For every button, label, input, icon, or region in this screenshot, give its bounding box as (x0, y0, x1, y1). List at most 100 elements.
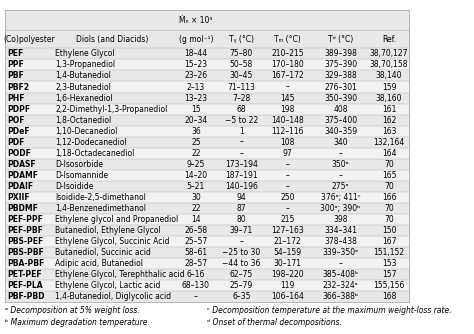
Bar (5, 291, 409, 302)
Text: 18–44: 18–44 (184, 49, 208, 58)
Bar (5, 30, 409, 48)
Text: –: – (286, 182, 290, 191)
Text: 70: 70 (384, 215, 394, 224)
Text: PPF: PPF (8, 60, 24, 69)
Text: Ethylene Glycol, Succinic Acid: Ethylene Glycol, Succinic Acid (55, 237, 170, 246)
Text: 153: 153 (382, 259, 396, 268)
Bar (5, 137, 409, 148)
Text: PXIIF: PXIIF (8, 193, 30, 202)
Text: −5 to 22: −5 to 22 (225, 116, 258, 125)
Text: 1,3-Propanediol: 1,3-Propanediol (55, 60, 115, 69)
Text: 75–80: 75–80 (230, 49, 253, 58)
Text: –: – (286, 82, 290, 92)
Text: Tₘ (°C): Tₘ (°C) (274, 35, 301, 44)
Text: 340–359: 340–359 (324, 127, 357, 136)
Text: 151,152: 151,152 (374, 248, 405, 257)
Text: PDAMF: PDAMF (8, 171, 38, 180)
Text: Ethylene Glycol, Lactic acid: Ethylene Glycol, Lactic acid (55, 281, 161, 290)
Text: Diols (and Diacids): Diols (and Diacids) (76, 35, 148, 44)
Text: Tᵧ (°C): Tᵧ (°C) (229, 35, 254, 44)
Text: 112–116: 112–116 (271, 127, 304, 136)
Text: Ethylene glycol and Propanediol: Ethylene glycol and Propanediol (55, 215, 179, 224)
Text: –: – (338, 149, 343, 158)
Text: (g mol⁻¹): (g mol⁻¹) (179, 35, 213, 44)
Text: 70: 70 (384, 204, 394, 213)
Text: 132,164: 132,164 (374, 138, 405, 147)
Text: –: – (286, 204, 290, 213)
Bar (5, 214, 409, 225)
Text: 30–45: 30–45 (230, 71, 253, 80)
Text: 1,8-Octanediol: 1,8-Octanediol (55, 116, 111, 125)
Text: PET-PEF: PET-PEF (8, 270, 42, 279)
Text: 1,12-Dodecanediol: 1,12-Dodecanediol (55, 138, 127, 147)
Text: 168: 168 (382, 292, 396, 301)
Text: 167–172: 167–172 (271, 71, 304, 80)
Text: 28–57: 28–57 (184, 259, 208, 268)
Text: 329–388: 329–388 (324, 71, 357, 80)
Text: PODF: PODF (8, 149, 31, 158)
Text: PEF-PLA: PEF-PLA (8, 281, 43, 290)
Text: 25–79: 25–79 (230, 281, 253, 290)
Text: PDASF: PDASF (8, 160, 36, 169)
Text: 140–148: 140–148 (271, 116, 304, 125)
Text: –: – (194, 292, 198, 301)
Text: ᶜ Decomposition temperature at the maximum weight-loss rate.: ᶜ Decomposition temperature at the maxim… (207, 306, 452, 315)
Text: 157: 157 (382, 270, 396, 279)
Text: 68–130: 68–130 (182, 281, 210, 290)
Text: 408: 408 (333, 105, 348, 114)
Text: 6–16: 6–16 (187, 270, 205, 279)
Text: 334–341: 334–341 (324, 226, 357, 235)
Text: 30: 30 (191, 193, 201, 202)
Bar (5, 93, 409, 104)
Text: 162: 162 (382, 116, 396, 125)
Text: Butanediol, Ethylene Glycol: Butanediol, Ethylene Glycol (55, 226, 161, 235)
Text: 173–194: 173–194 (225, 160, 258, 169)
Text: 167: 167 (382, 237, 396, 246)
Text: D-Isoidide: D-Isoidide (55, 182, 93, 191)
Text: 127–163: 127–163 (271, 226, 304, 235)
Text: 2,3-Butanediol: 2,3-Butanediol (55, 82, 111, 92)
Text: 80: 80 (237, 215, 246, 224)
Text: –: – (286, 160, 290, 169)
Text: ᵈ Onset of thermal decompositions.: ᵈ Onset of thermal decompositions. (207, 318, 342, 327)
Text: 232–324ᵃ: 232–324ᵃ (323, 281, 358, 290)
Text: 7–28: 7–28 (232, 94, 251, 103)
Text: –: – (239, 138, 243, 147)
Text: PDPF: PDPF (8, 105, 31, 114)
Text: 161: 161 (382, 105, 396, 114)
Text: 20–34: 20–34 (184, 116, 208, 125)
Text: 2,2-Dimethyl-1,3-Propanediol: 2,2-Dimethyl-1,3-Propanediol (55, 105, 168, 114)
Text: D-Isomannide: D-Isomannide (55, 171, 109, 180)
Text: –: – (239, 237, 243, 246)
Bar (5, 170, 409, 181)
Bar (5, 48, 409, 59)
Bar (5, 81, 409, 93)
Text: 108: 108 (280, 138, 295, 147)
Text: 14–20: 14–20 (184, 171, 208, 180)
Text: PBDMF: PBDMF (8, 204, 38, 213)
Bar (5, 247, 409, 258)
Text: 378–438: 378–438 (324, 237, 357, 246)
Text: 25–57: 25–57 (184, 237, 208, 246)
Bar (5, 59, 409, 70)
Text: 1,4-Butanediol, Diglycolic acid: 1,4-Butanediol, Diglycolic acid (55, 292, 172, 301)
Text: Ref.: Ref. (382, 35, 396, 44)
Text: 26–58: 26–58 (184, 226, 208, 235)
Text: 62–75: 62–75 (230, 270, 253, 279)
Text: 94: 94 (237, 193, 246, 202)
Text: PBS-PEF: PBS-PEF (8, 237, 44, 246)
Text: 15: 15 (191, 105, 201, 114)
Text: 13–23: 13–23 (184, 94, 208, 103)
Bar (5, 203, 409, 214)
Text: −44 to 36: −44 to 36 (222, 259, 261, 268)
Text: PBA-PBF: PBA-PBF (8, 259, 45, 268)
Text: 150: 150 (382, 226, 396, 235)
Text: –: – (286, 171, 290, 180)
Text: ᵇ Maximum degradation temperature.: ᵇ Maximum degradation temperature. (5, 318, 150, 327)
Text: D-Isosorbide: D-Isosorbide (55, 160, 103, 169)
Text: 50–58: 50–58 (230, 60, 253, 69)
Text: 350ᵃ: 350ᵃ (332, 160, 349, 169)
Text: (Co)polyester: (Co)polyester (3, 35, 55, 44)
Bar (5, 225, 409, 236)
Text: 106–164: 106–164 (271, 292, 304, 301)
